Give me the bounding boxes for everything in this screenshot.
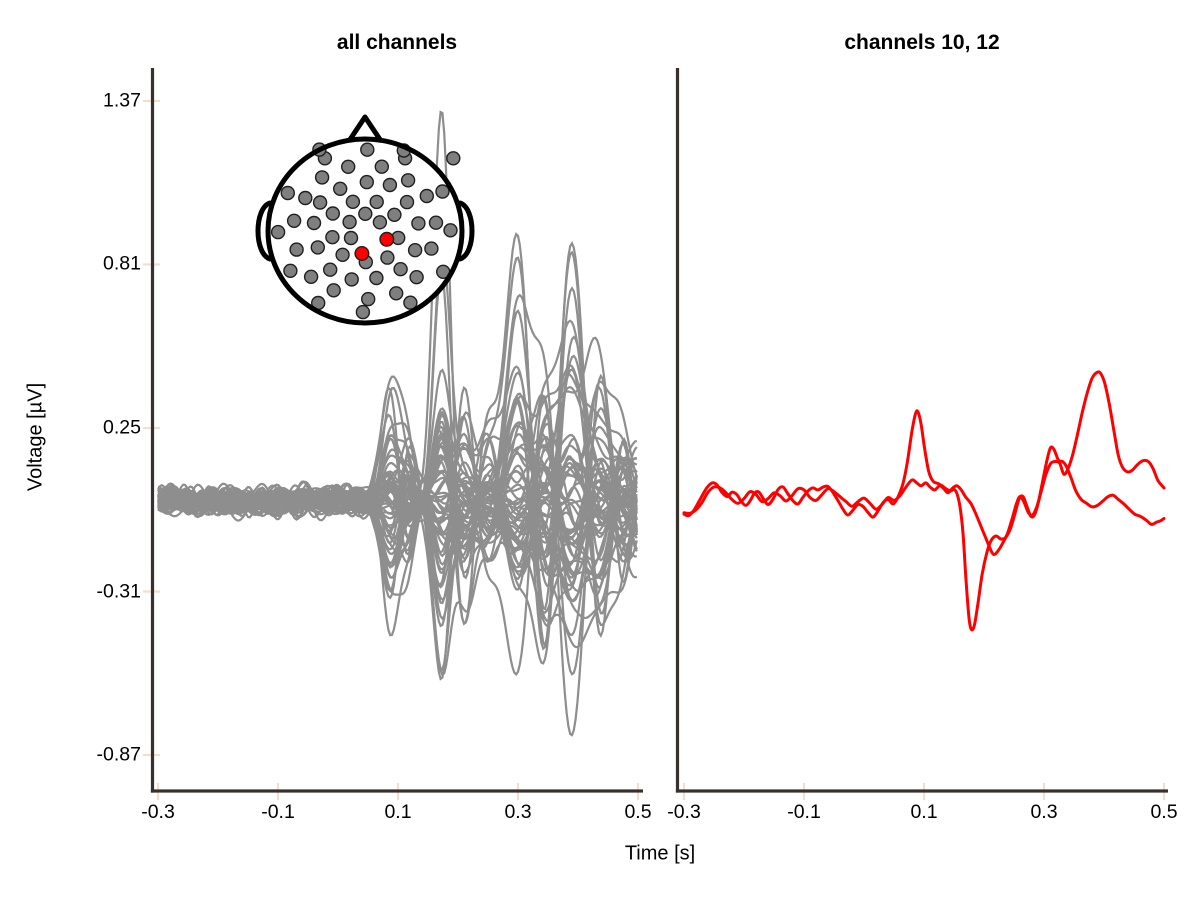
sensor-dot	[407, 242, 423, 258]
sensor-dot	[435, 184, 450, 199]
sensor-dot	[310, 240, 325, 255]
y-tick-label: 0.25	[103, 416, 141, 439]
sensor-dot	[360, 142, 375, 157]
sensor-dot	[335, 247, 350, 263]
sensor-dot	[369, 194, 384, 210]
sensor-dot	[382, 177, 398, 193]
y-tick-label: 0.81	[103, 252, 141, 275]
sensor-dot	[303, 269, 319, 284]
x-tick-label: 0.1	[910, 801, 938, 823]
sensor-dot	[389, 286, 404, 301]
sensor-dot	[280, 185, 295, 201]
eeg-channel-trace	[157, 425, 638, 578]
sensor-dot	[369, 270, 384, 286]
sensor-topomap-inset	[255, 114, 475, 326]
x-tick-label: 0.3	[504, 801, 532, 823]
left-panel-title: all channels	[336, 31, 458, 54]
sensor-dot	[355, 304, 371, 320]
eeg-channel-trace	[157, 375, 638, 627]
sensor-dot	[428, 215, 444, 230]
left-panel-x-spine	[150, 789, 643, 793]
x-tick-label: -0.1	[787, 801, 821, 823]
sensor-dot	[325, 229, 340, 245]
sensor-dot	[424, 241, 439, 256]
sensor-dot	[358, 206, 373, 222]
butterfly-traces	[156, 110, 638, 737]
sensor-dot	[270, 224, 286, 240]
left-panel-y-spine	[150, 68, 155, 793]
x-tick-label: 0.5	[624, 801, 652, 823]
eeg-channel-trace	[157, 461, 638, 531]
sensor-dot	[446, 151, 461, 166]
sensor-dot	[341, 159, 356, 175]
y-tick-label: -0.87	[96, 743, 141, 766]
sensor-dot	[393, 262, 408, 277]
sensor-dot	[443, 223, 458, 238]
head-outline	[265, 136, 465, 326]
sensor-dot	[325, 206, 340, 221]
sensor-dot	[403, 295, 418, 310]
sensor-dot	[411, 216, 426, 231]
y-tick-label: 1.37	[103, 89, 141, 112]
x-tick-label: -0.3	[667, 801, 701, 823]
y-tick-label: -0.31	[96, 580, 141, 603]
sensor-dot	[345, 194, 361, 210]
right-panel-x-spine	[675, 789, 1168, 793]
x-tick-label: -0.3	[141, 801, 175, 823]
sensor-dot	[326, 283, 341, 298]
eeg-channel-trace	[157, 479, 638, 571]
sensor-dot	[333, 181, 348, 197]
sensor-dot	[343, 230, 359, 246]
picked-channel-trace	[682, 409, 1166, 632]
x-tick-label: 0.1	[384, 801, 412, 823]
eeg-channel-trace	[157, 319, 638, 621]
sensor-dot	[342, 214, 357, 230]
sensor-dot	[298, 190, 313, 206]
sensor-dot	[344, 272, 359, 287]
right-panel-title: channels 10, 12	[844, 31, 1000, 54]
sensor-dot	[419, 188, 434, 204]
sensor-dot	[289, 242, 304, 257]
sensor-dot	[312, 195, 328, 210]
sensor-dot	[314, 170, 330, 185]
x-axis-label: Time [s]	[624, 842, 696, 865]
sensor-dot	[361, 291, 376, 307]
sensor-dot	[372, 215, 388, 230]
sensor-dot	[359, 174, 374, 190]
sensor-dot	[374, 159, 389, 174]
highlighted-sensor-dot	[379, 231, 395, 247]
picked-channel-trace	[682, 370, 1166, 556]
sensor-dot	[409, 270, 424, 285]
x-tick-label: 0.5	[1150, 801, 1178, 823]
sensor-dot	[380, 250, 395, 265]
sensor-dot	[283, 263, 298, 278]
picked-channel-traces	[682, 370, 1166, 632]
highlighted-sensor-dot	[354, 245, 370, 261]
sensor-dot	[323, 262, 338, 277]
x-tick-label: 0.3	[1030, 801, 1058, 823]
sensor-dot	[399, 194, 415, 210]
right-panel-y-spine	[675, 68, 680, 793]
eeg-channel-trace	[157, 393, 638, 575]
sensor-dot	[286, 213, 302, 229]
x-tick-label: -0.1	[261, 801, 295, 823]
sensor-dot	[387, 207, 402, 223]
sensor-dot	[400, 173, 416, 188]
sensor-dot	[306, 215, 322, 231]
